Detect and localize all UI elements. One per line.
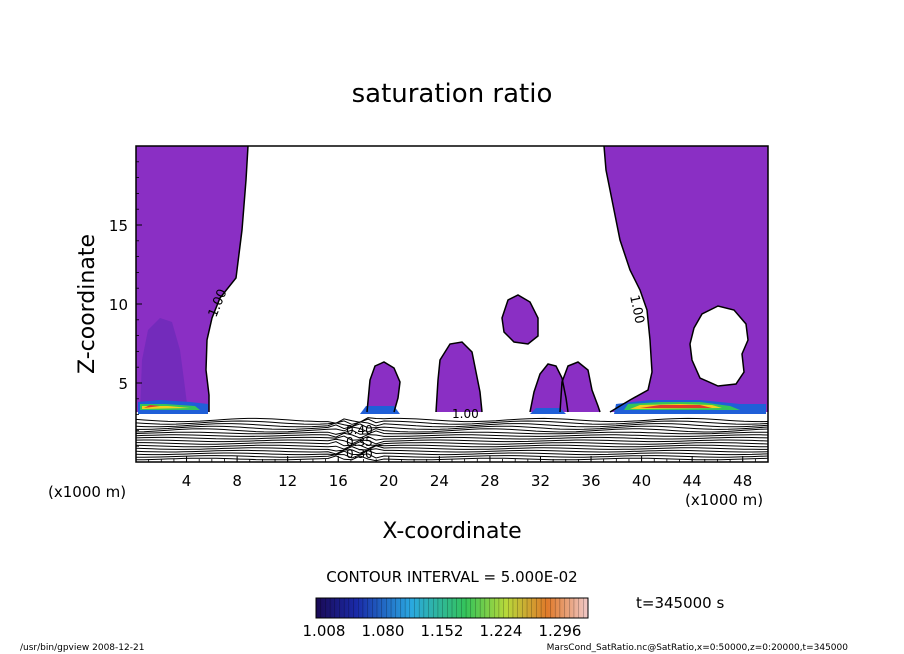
contour-label: 0.40 xyxy=(346,423,373,437)
chart-title: saturation ratio xyxy=(352,79,553,109)
contour-label: 1.00 xyxy=(452,407,479,421)
surface-contour-line xyxy=(136,453,769,459)
footer-right: MarsCond_SatRatio.nc@SatRatio,x=0:50000,… xyxy=(547,643,849,653)
left-core xyxy=(140,318,188,412)
x-tick-label: 12 xyxy=(278,472,297,490)
x-tick-label: 40 xyxy=(632,472,651,490)
x-tick-label: 36 xyxy=(581,472,600,490)
contour-outlines xyxy=(205,145,653,413)
contour-label: 0.30 xyxy=(346,447,373,461)
y-axis-label: Z-coordinate xyxy=(75,234,100,374)
colorbar-label: 1.296 xyxy=(539,622,582,640)
x-unit-right: (x1000 m) xyxy=(685,491,763,509)
surface-contour-line xyxy=(135,435,769,441)
y-tick-label: 5 xyxy=(118,375,128,393)
surface-contour-line xyxy=(136,423,769,430)
colorbar-labels: 1.008 1.080 1.152 1.224 1.296 xyxy=(303,622,582,640)
x-tick-label: 28 xyxy=(480,472,499,490)
colorbar-label: 1.008 xyxy=(303,622,346,640)
surface-contour-line xyxy=(135,429,768,435)
surface-contour-line xyxy=(135,445,768,452)
high-ratio-bands xyxy=(138,400,766,414)
y-axis-ticks: 5 10 15 xyxy=(109,145,142,463)
x-tick-label: 20 xyxy=(379,472,398,490)
y-tick-label: 15 xyxy=(109,217,128,235)
x-tick-label: 44 xyxy=(683,472,702,490)
surface-contour-line xyxy=(135,417,769,424)
x-tick-label: 8 xyxy=(232,472,242,490)
cloud-blob-c xyxy=(502,295,538,344)
surface-contour-line xyxy=(135,418,769,425)
colorbar-stripes xyxy=(320,598,584,618)
y-tick-label: 10 xyxy=(109,296,128,314)
x-tick-label: 32 xyxy=(531,472,550,490)
x-unit-left: (x1000 m) xyxy=(48,483,126,501)
x-tick-label: 4 xyxy=(182,472,192,490)
clear-hole xyxy=(689,305,749,387)
surface-contour-line xyxy=(135,421,769,428)
surface-contour-line xyxy=(135,438,769,445)
surface-contour-line xyxy=(135,450,769,456)
footer-left: /usr/bin/gpview 2008-12-21 xyxy=(20,643,144,653)
surface-contour-line xyxy=(135,444,769,450)
colorbar-label: 1.152 xyxy=(421,622,464,640)
colorbar-label: 1.080 xyxy=(362,622,405,640)
surface-contour-line xyxy=(135,426,769,433)
surface-contour-line xyxy=(136,441,769,447)
x-axis-ticks: 4 8 12 16 20 24 28 32 36 40 44 48 xyxy=(135,456,769,490)
contour-interval-text: CONTOUR INTERVAL = 5.000E-02 xyxy=(326,568,577,586)
time-label: t=345000 s xyxy=(636,594,724,612)
surface-contour-line xyxy=(135,448,769,455)
contour-label: 0.35 xyxy=(346,435,373,449)
cloud-blob-b xyxy=(436,342,482,412)
cloud-blob-a xyxy=(367,362,400,412)
x-tick-label: 24 xyxy=(430,472,449,490)
x-tick-label: 48 xyxy=(733,472,752,490)
x-tick-label: 16 xyxy=(329,472,348,490)
x-axis-label: X-coordinate xyxy=(382,519,521,544)
contour-label: 1.00 xyxy=(626,294,647,325)
surface-contour-line xyxy=(135,432,769,439)
colorbar-label: 1.224 xyxy=(480,622,523,640)
cloud-blob-e xyxy=(560,362,600,412)
